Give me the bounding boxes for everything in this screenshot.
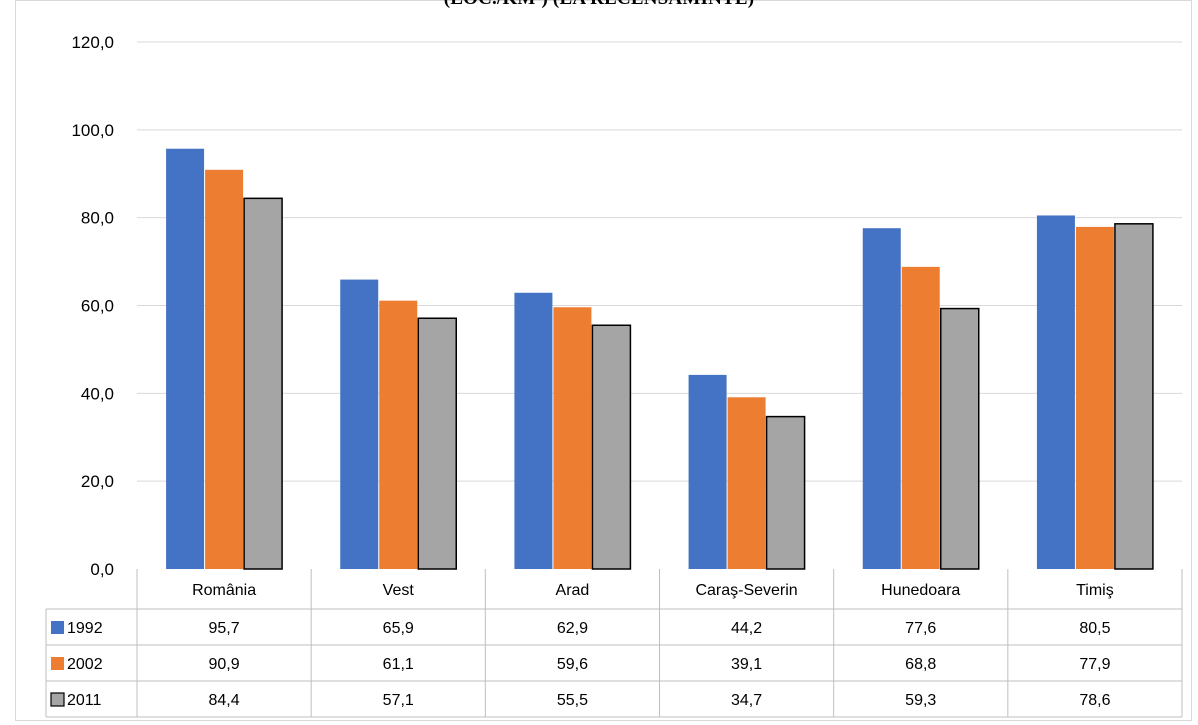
bar-2002-0	[205, 169, 244, 570]
data-label: 34,7	[731, 692, 762, 709]
bar-2011-1	[417, 317, 457, 570]
data-label: 59,3	[905, 692, 936, 709]
data-label: 90,9	[209, 656, 240, 673]
bar-2011-2	[591, 324, 632, 570]
data-label: 84,4	[209, 692, 240, 709]
data-label: 62,9	[557, 620, 588, 637]
y-tick-label: 60,0	[81, 297, 114, 316]
data-label: 57,1	[383, 692, 414, 709]
y-tick-label: 40,0	[81, 384, 114, 403]
legend-key-1992	[51, 621, 64, 634]
category-label: România	[192, 582, 256, 599]
bar-2011-0	[243, 197, 283, 570]
bar-1992-2	[514, 292, 553, 569]
category-label: Caraş-Severin	[695, 582, 797, 599]
category-label: Arad	[556, 582, 590, 599]
y-tick-label: 100,0	[71, 121, 114, 140]
bar-2011-5	[1114, 223, 1154, 570]
bar-2011-3	[765, 415, 806, 570]
y-tick-label: 0,0	[90, 560, 114, 579]
data-label: 65,9	[383, 620, 414, 637]
data-label: 77,9	[1079, 656, 1110, 673]
data-label: 77,6	[905, 620, 936, 637]
legend-label-2011: 2011	[67, 692, 102, 709]
data-label: 95,7	[209, 620, 240, 637]
bar-1992-3	[688, 374, 727, 569]
data-label: 39,1	[731, 656, 762, 673]
category-label: Vest	[383, 582, 415, 599]
y-tick-label: 80,0	[81, 209, 114, 228]
bar-2002-2	[553, 307, 592, 569]
data-label: 55,5	[557, 692, 588, 709]
data-label: 80,5	[1079, 620, 1110, 637]
bar-2002-5	[1075, 226, 1114, 569]
y-tick-label: 20,0	[81, 472, 114, 491]
data-label: 44,2	[731, 620, 762, 637]
bar-2002-1	[379, 300, 418, 569]
legend-label-2002: 2002	[67, 656, 103, 673]
data-label: 68,8	[905, 656, 936, 673]
bar-1992-0	[166, 148, 205, 569]
data-label: 78,6	[1079, 692, 1110, 709]
legend-label-1992: 1992	[67, 620, 103, 637]
y-tick-label: 120,0	[71, 33, 114, 52]
category-label: Timiş	[1076, 582, 1114, 599]
chart-title: (LOC./KM²) (LA RECENSĂMINTE)	[0, 0, 1198, 10]
bar-1992-1	[340, 279, 379, 569]
legend-key-2002	[51, 657, 64, 670]
category-label: Hunedoara	[881, 582, 960, 599]
data-label: 61,1	[383, 656, 414, 673]
bar-2002-4	[901, 266, 940, 569]
data-label: 59,6	[557, 656, 588, 673]
bar-1992-4	[862, 228, 901, 569]
legend-key-2011	[50, 692, 65, 707]
bar-1992-5	[1036, 215, 1075, 570]
bar-2011-4	[940, 307, 980, 570]
bar-2002-3	[727, 397, 766, 569]
